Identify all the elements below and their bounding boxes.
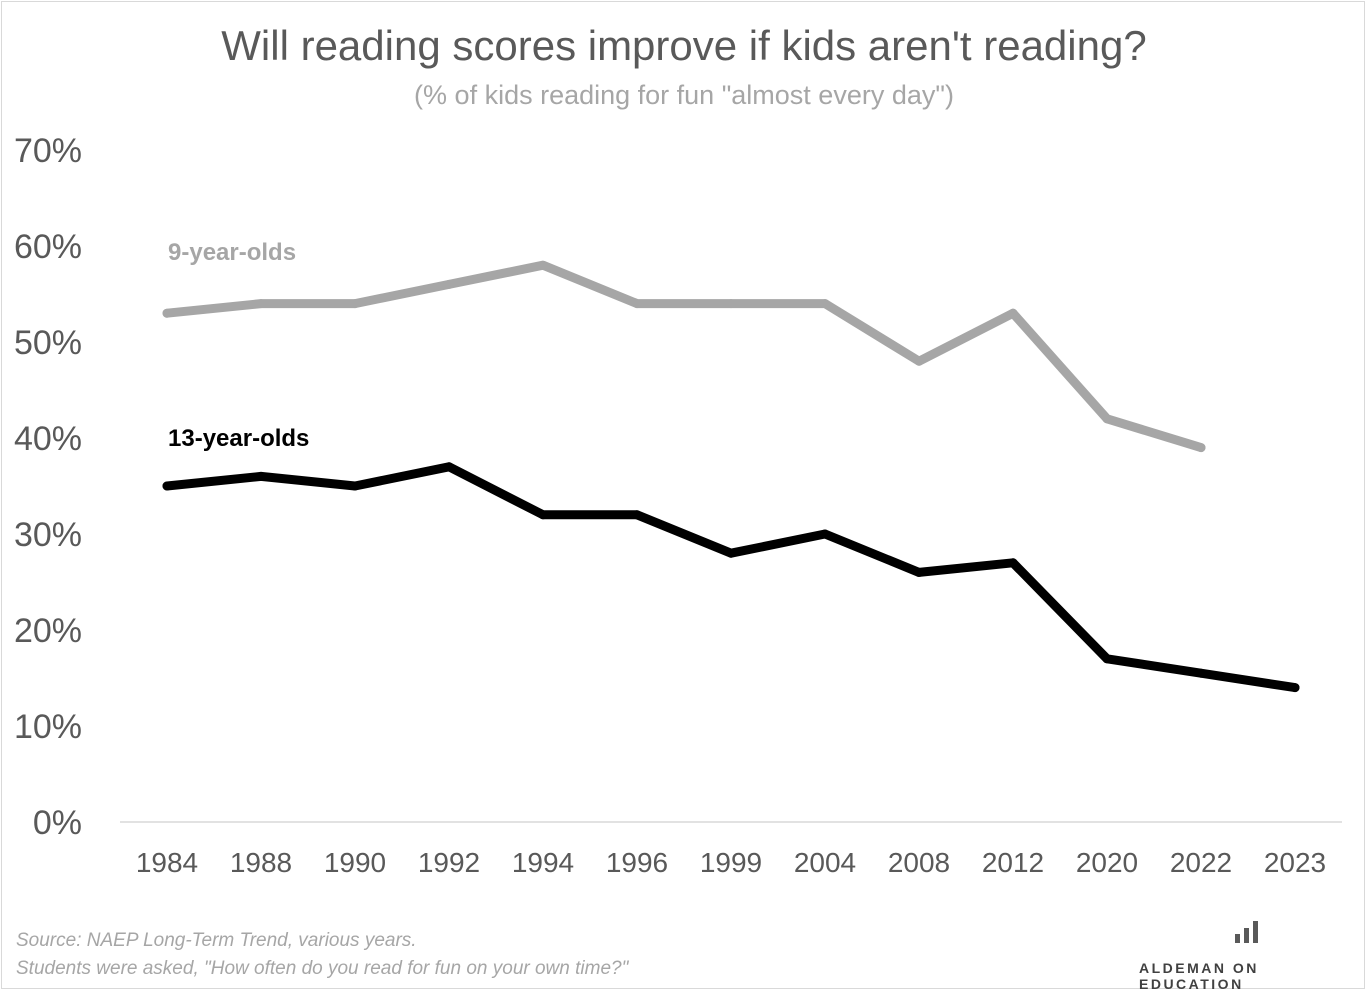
chart-subtitle: (% of kids reading for fun "almost every… [414,80,954,110]
x-tick-label: 2008 [888,847,950,878]
series-line-nine-year-olds [162,260,1206,453]
data-point [256,471,266,481]
series-label: 13-year-olds [168,425,309,452]
data-point [1196,443,1206,453]
x-tick-label: 1992 [418,847,480,878]
data-point [632,510,642,520]
data-point [726,548,736,558]
x-tick-label: 2023 [1264,847,1326,878]
x-tick-label: 2012 [982,847,1044,878]
y-tick-label: 0% [33,804,82,842]
data-point [1102,654,1112,664]
data-point [1008,308,1018,318]
data-point [1196,668,1206,678]
data-point [914,356,924,366]
brand-name: ALDEMAN ON EDUCATION [1139,960,1259,992]
x-tick-label: 1999 [700,847,762,878]
x-tick-label: 1996 [606,847,668,878]
x-tick-label: 2004 [794,847,856,878]
data-point [162,308,172,318]
data-point [820,299,830,309]
y-tick-label: 10% [14,708,82,746]
chart-title: Will reading scores improve if kids aren… [221,22,1147,69]
data-point [538,260,548,270]
source-note: Source: NAEP Long-Term Trend, various ye… [16,930,417,951]
x-tick-label: 2022 [1170,847,1232,878]
data-point [350,481,360,491]
survey-question-note: Students were asked, "How often do you r… [16,958,629,979]
y-tick-label: 40% [14,420,82,458]
data-point [538,510,548,520]
y-tick-label: 60% [14,228,82,266]
data-point [1102,414,1112,424]
y-axis-ticks: 0% 10% 20% 30% 40% 50% 60% 70% [14,132,82,842]
series-line-thirteen-year-olds [162,462,1300,693]
y-tick-label: 20% [14,612,82,650]
data-point [914,567,924,577]
data-point [820,529,830,539]
data-point [444,462,454,472]
bar-chart-icon [1235,921,1258,943]
data-point [444,279,454,289]
series-labels: 9-year-olds 13-year-olds [168,239,309,452]
data-point [162,481,172,491]
x-tick-label: 2020 [1076,847,1138,878]
data-point [256,299,266,309]
x-tick-label: 1988 [230,847,292,878]
x-tick-label: 1990 [324,847,386,878]
x-axis-ticks: 1984 1988 1990 1992 1994 1996 1999 2004 2008 2012… [136,847,1326,878]
data-point [1290,683,1300,693]
data-point [1008,558,1018,568]
y-tick-label: 50% [14,324,82,362]
series-label: 9-year-olds [168,239,296,266]
series-lines [162,260,1300,693]
x-tick-label: 1994 [512,847,574,878]
data-point [726,299,736,309]
data-point [632,299,642,309]
y-tick-label: 30% [14,516,82,554]
y-tick-label: 70% [14,132,82,170]
x-tick-label: 1984 [136,847,198,878]
data-point [350,299,360,309]
